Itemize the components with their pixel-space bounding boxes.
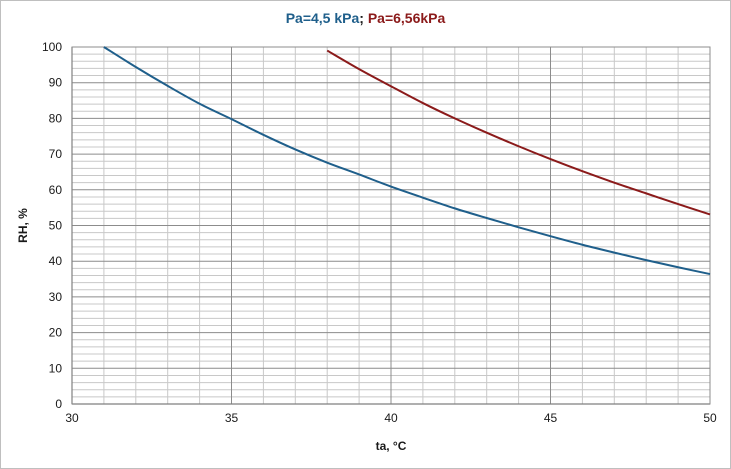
series-line-1 — [103, 46, 711, 276]
y-tick-label: 20 — [49, 326, 63, 340]
y-tick-label: 70 — [49, 147, 63, 161]
x-tick-label: 35 — [225, 411, 239, 425]
chart-title: Pa=4,5 kPa; Pa=6,56kPa — [0, 10, 731, 26]
y-tick-label: 90 — [49, 76, 63, 90]
y-tick-label: 100 — [42, 40, 62, 54]
y-tick-label: 60 — [49, 183, 63, 197]
y-tick-label: 30 — [49, 290, 63, 304]
series-lines — [103, 46, 711, 276]
tick-labels: 30 35 40 45 50 0 10 20 30 40 50 60 70 80 90 100 — [42, 40, 717, 425]
x-axis-label: ta, °C — [376, 439, 407, 453]
y-tick-label: 40 — [49, 254, 63, 268]
x-tick-label: 40 — [384, 411, 398, 425]
title-series-1: Pa=4,5 kPa — [285, 10, 360, 26]
title-series-2: Pa=6,56kPa — [367, 10, 446, 26]
x-tick-label: 30 — [65, 411, 79, 425]
axes — [71, 46, 711, 405]
y-tick-label: 0 — [55, 397, 62, 411]
x-tick-label: 50 — [703, 411, 717, 425]
y-tick-label: 80 — [49, 111, 63, 125]
y-tick-label: 10 — [49, 361, 63, 375]
series-line-2 — [326, 49, 711, 216]
y-tick-label: 50 — [49, 219, 63, 233]
x-tick-label: 45 — [544, 411, 558, 425]
plot-area-border — [71, 46, 711, 405]
title-separator: ; — [359, 10, 368, 26]
y-axis-label: RH, % — [16, 208, 30, 243]
